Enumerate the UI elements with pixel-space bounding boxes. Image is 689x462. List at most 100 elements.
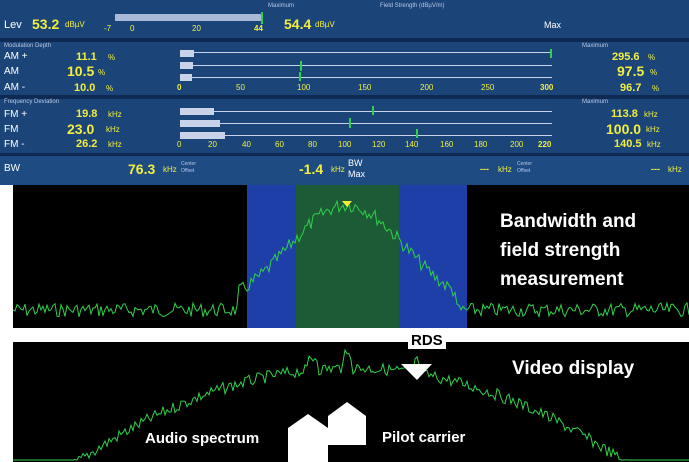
fm-max: 100.0 xyxy=(606,121,642,137)
level-max-value: 54.4 xyxy=(284,16,312,32)
center-offset-max-value: --- xyxy=(651,164,660,174)
deviation-tick: 200 xyxy=(510,140,524,149)
am-plus-label: AM + xyxy=(4,51,28,62)
am-label: AM xyxy=(4,66,19,77)
field-strength-caption: Field Strength (dBµV/m) xyxy=(380,3,445,9)
deviation-tick: 220 xyxy=(538,140,552,149)
audio-spectrum-pointer-icon xyxy=(288,414,328,462)
bandwidth-annotation: Bandwidth and field strength measurement xyxy=(500,207,636,294)
rds-pointer-icon xyxy=(401,364,432,380)
bw-max-value: --- xyxy=(480,164,489,174)
pilot-carrier-pointer-icon xyxy=(328,402,366,445)
am-minus-unit: % xyxy=(106,84,114,93)
level-unit: dBµV xyxy=(65,20,85,29)
fm-plus-max-marker xyxy=(372,106,374,115)
fm-label: FM xyxy=(4,124,19,135)
bw-value: 76.3 xyxy=(128,161,156,177)
center-offset-unit: kHz xyxy=(331,165,345,174)
video-spectrum-display xyxy=(13,342,689,462)
deviation-tick: 100 xyxy=(338,140,352,149)
fm-plus-label: FM + xyxy=(4,109,28,120)
bw-max-label: Max xyxy=(348,169,366,179)
fm-plus-max: 113.8 xyxy=(611,108,638,120)
am-plus-scale xyxy=(180,52,552,53)
modulation-tick: 300 xyxy=(540,83,554,92)
pilot-carrier-label: Pilot carrier xyxy=(382,429,466,446)
deviation-tick: 80 xyxy=(308,140,317,149)
bandwidth-inner-region xyxy=(296,185,399,328)
bandwidth-spectrum-display: Bandwidth and field strength measurement xyxy=(13,185,689,328)
fm-plus-value: 19.8 xyxy=(76,108,98,120)
center-offset-caption: Center xyxy=(181,161,197,167)
fm-plus-bar xyxy=(180,108,214,115)
level-tick: -7 xyxy=(104,24,112,33)
fm-plus-unit: kHz xyxy=(108,110,122,119)
fm-unit: kHz xyxy=(106,125,120,134)
video-display-label: Video display xyxy=(512,358,635,379)
fm-max-marker xyxy=(349,118,351,128)
modulation-tick: 0 xyxy=(177,83,182,92)
deviation-tick: 40 xyxy=(242,140,251,149)
center-offset-max-caption: Center xyxy=(517,161,533,167)
am-minus-label: AM - xyxy=(4,82,26,93)
am-minus-max-marker xyxy=(299,72,301,81)
field-strength-max-label: Max xyxy=(544,20,562,30)
fm-plus-max-unit: kHz xyxy=(644,110,658,119)
peak-marker-icon xyxy=(342,201,352,207)
am-minus-value: 10.0 xyxy=(74,82,96,94)
bw-max-unit: kHz xyxy=(498,165,512,174)
modulation-caption: Modulation Depth xyxy=(4,43,52,49)
am-plus-max: 295.6 xyxy=(612,51,640,63)
measurement-panel: Lev 53.2 dBµV -7 0 20 44 Maximum 54.4 dB… xyxy=(0,0,689,185)
modulation-max-caption: Maximum xyxy=(582,43,609,49)
frequency-deviation-section: Frequency Deviation Maximum FM + 19.8 kH… xyxy=(0,95,689,152)
am-minus-max: 96.7 xyxy=(620,82,642,94)
modulation-tick: 50 xyxy=(236,83,245,92)
am-minus-max-unit: % xyxy=(652,84,660,93)
fm-minus-max: 140.5 xyxy=(614,138,642,150)
am-unit: % xyxy=(98,68,106,77)
bw-unit: kHz xyxy=(163,165,177,174)
level-max-unit: dBµV xyxy=(315,20,335,29)
center-offset-value: -1.4 xyxy=(299,161,324,177)
modulation-tick: 250 xyxy=(481,83,495,92)
am-plus-value: 11.1 xyxy=(76,51,97,63)
bw-max-label: BW xyxy=(348,158,363,168)
bandwidth-spectrum-svg xyxy=(13,185,689,328)
am-minus-bar xyxy=(180,74,192,81)
am-plus-bar xyxy=(180,50,194,57)
level-max-caption: Maximum xyxy=(268,3,295,9)
fm-minus-max-unit: kHz xyxy=(647,140,661,149)
deviation-caption: Frequency Deviation xyxy=(4,99,60,105)
bandwidth-row: BW 76.3 kHz Center Offset -1.4 kHz BW Ma… xyxy=(0,153,689,185)
level-row: Lev 53.2 dBµV -7 0 20 44 Maximum 54.4 dB… xyxy=(0,0,689,33)
modulation-tick: 200 xyxy=(420,83,434,92)
bandwidth-annotation-line: Bandwidth and xyxy=(500,211,637,232)
am-max-unit: % xyxy=(650,68,658,77)
deviation-tick: 140 xyxy=(405,140,419,149)
am-scale xyxy=(180,65,552,66)
bandwidth-annotation-line: measurement xyxy=(500,269,624,290)
modulation-depth-section: Modulation Depth Maximum AM + 11.1 % 295… xyxy=(0,38,689,94)
fm-plus-scale xyxy=(180,111,552,112)
am-minus-scale xyxy=(180,77,552,78)
fm-bar xyxy=(180,120,220,127)
center-offset-max-unit: kHz xyxy=(668,165,682,174)
bandwidth-trace xyxy=(13,199,689,319)
video-spectrum-svg xyxy=(13,348,689,462)
level-label: Lev xyxy=(4,19,22,31)
deviation-tick: 20 xyxy=(208,140,217,149)
level-tick: 44 xyxy=(254,24,263,33)
fm-scale xyxy=(180,123,552,124)
modulation-tick: 150 xyxy=(358,83,372,92)
deviation-tick: 120 xyxy=(372,140,386,149)
deviation-tick: 0 xyxy=(177,140,182,149)
level-bar xyxy=(115,14,263,21)
section-divider xyxy=(0,153,689,156)
am-bar xyxy=(180,62,193,69)
level-max-marker xyxy=(261,12,263,24)
fm-minus-value: 26.2 xyxy=(76,138,98,150)
deviation-tick: 180 xyxy=(474,140,488,149)
deviation-tick: 160 xyxy=(440,140,454,149)
